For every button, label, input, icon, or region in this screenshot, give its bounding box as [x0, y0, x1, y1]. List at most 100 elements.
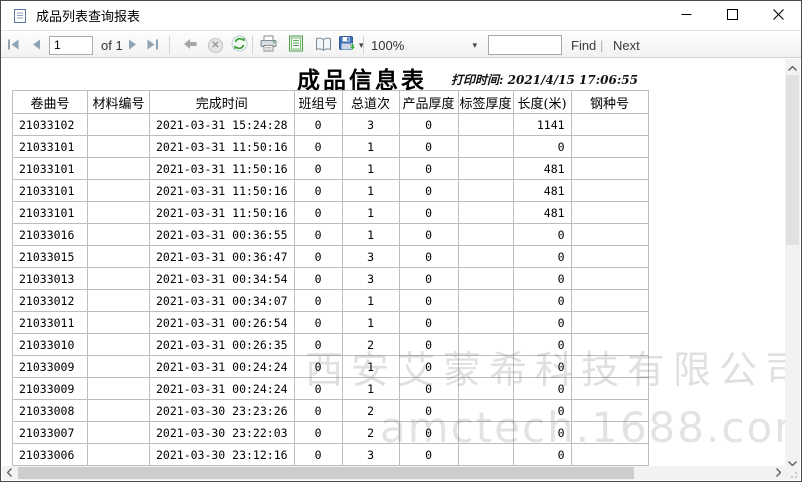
table-cell: 481	[512, 157, 572, 180]
table-cell: 21033102	[12, 113, 88, 136]
table-cell: 0	[512, 289, 572, 312]
horizontal-scrollbar[interactable]	[2, 466, 785, 480]
table-cell: 2021-03-31 00:34:07	[149, 289, 295, 312]
last-page-icon	[145, 38, 159, 53]
table-cell: 2	[341, 399, 400, 422]
find-button[interactable]: Find	[571, 37, 597, 53]
table-row: 21033016 2021-03-31 00:36:55 0 1 0 0	[12, 223, 649, 246]
table-cell: 0	[512, 311, 572, 334]
table-cell: 2021-03-31 00:34:54	[149, 267, 295, 290]
table-cell	[87, 333, 150, 356]
search-input[interactable]	[488, 35, 562, 55]
column-header: 完成时间	[149, 90, 295, 114]
table-cell: 2021-03-31 00:26:54	[149, 311, 295, 334]
table-cell: 21033011	[12, 311, 88, 334]
scroll-up-button[interactable]	[785, 59, 800, 74]
table-cell: 21033101	[12, 201, 88, 224]
back-button[interactable]	[183, 32, 198, 58]
table-row: 21033012 2021-03-31 00:34:07 0 1 0 0	[12, 289, 649, 312]
table-cell	[570, 135, 649, 158]
table-cell: 21033101	[12, 157, 88, 180]
table-cell	[457, 399, 514, 422]
vertical-scroll-thumb[interactable]	[786, 75, 799, 245]
minimize-button[interactable]	[663, 1, 709, 31]
scroll-left-button[interactable]	[2, 466, 16, 480]
table-cell: 21033015	[12, 245, 88, 268]
report-title: 成品信息表	[297, 67, 427, 94]
table-cell: 3	[341, 267, 400, 290]
printer-icon	[259, 35, 278, 55]
minimize-icon	[681, 7, 692, 25]
table-cell: 2021-03-31 00:36:47	[149, 245, 295, 268]
page-number-input[interactable]	[49, 35, 93, 55]
table-cell	[570, 399, 649, 422]
table-cell: 0	[293, 333, 343, 356]
print-layout-button[interactable]	[288, 32, 304, 58]
table-cell: 2	[341, 333, 400, 356]
title-bar: 成品列表查询报表	[1, 1, 801, 31]
table-cell: 21033101	[12, 179, 88, 202]
maximize-button[interactable]	[709, 1, 755, 31]
table-row: 21033007 2021-03-30 23:22:03 0 2 0 0	[12, 421, 649, 444]
table-cell: 0	[398, 421, 459, 444]
print-button[interactable]	[259, 32, 278, 58]
resize-grip[interactable]	[785, 466, 800, 480]
table-cell	[570, 443, 649, 466]
table-cell	[570, 201, 649, 224]
table-cell: 2021-03-31 00:24:24	[149, 377, 295, 400]
find-next-button[interactable]: Next	[613, 37, 640, 53]
last-page-button[interactable]	[145, 32, 159, 58]
close-icon	[772, 7, 784, 25]
table-cell: 0	[512, 223, 572, 246]
stop-button[interactable]: ✕	[208, 32, 223, 58]
export-button[interactable]: ▾	[338, 32, 364, 58]
table-cell	[87, 245, 150, 268]
report-toolbar: of 1 ✕ ▾ 100%	[1, 32, 801, 58]
scroll-right-button[interactable]	[771, 466, 785, 480]
table-cell	[570, 333, 649, 356]
table-row: 21033013 2021-03-31 00:34:54 0 3 0 0	[12, 267, 649, 290]
previous-page-icon	[32, 38, 41, 53]
window-title: 成品列表查询报表	[36, 9, 141, 24]
table-cell: 2021-03-31 00:36:55	[149, 223, 295, 246]
table-cell: 0	[293, 355, 343, 378]
vertical-scrollbar[interactable]	[785, 59, 800, 469]
table-cell: 2021-03-31 11:50:16	[149, 157, 295, 180]
table-cell: 0	[293, 179, 343, 202]
table-cell: 2	[341, 421, 400, 444]
table-cell: 0	[293, 311, 343, 334]
table-cell: 0	[293, 443, 343, 466]
table-cell: 481	[512, 179, 572, 202]
table-cell: 0	[512, 245, 572, 268]
first-page-button[interactable]	[7, 32, 21, 58]
table-cell: 0	[293, 223, 343, 246]
table-cell: 21033007	[12, 421, 88, 444]
table-cell	[87, 377, 150, 400]
print-time-label: 打印时间:	[451, 73, 504, 87]
table-cell: 0	[398, 135, 459, 158]
table-row: 21033010 2021-03-31 00:26:35 0 2 0 0	[12, 333, 649, 356]
next-page-button[interactable]	[128, 32, 137, 58]
table-cell: 21033006	[12, 443, 88, 466]
table-cell: 21033101	[12, 135, 88, 158]
page-setup-button[interactable]	[314, 32, 333, 58]
table-cell: 21033009	[12, 377, 88, 400]
table-cell: 2021-03-30 23:12:16	[149, 443, 295, 466]
column-header: 总道次	[341, 90, 400, 114]
zoom-dropdown[interactable]: 100% ▾	[371, 32, 477, 58]
table-cell: 0	[512, 377, 572, 400]
close-button[interactable]	[755, 1, 801, 31]
previous-page-button[interactable]	[32, 32, 41, 58]
column-header: 卷曲号	[12, 90, 88, 114]
table-cell: 0	[512, 443, 572, 466]
table-cell	[457, 311, 514, 334]
table-cell: 0	[512, 399, 572, 422]
scroll-down-button[interactable]	[785, 454, 800, 469]
horizontal-scroll-thumb[interactable]	[18, 467, 634, 479]
table-cell: 0	[398, 201, 459, 224]
refresh-button[interactable]	[231, 32, 248, 58]
table-cell: 0	[512, 135, 572, 158]
print-time: 打印时间: 2021/4/15 17:06:55	[451, 71, 638, 88]
maximize-icon	[726, 7, 738, 25]
